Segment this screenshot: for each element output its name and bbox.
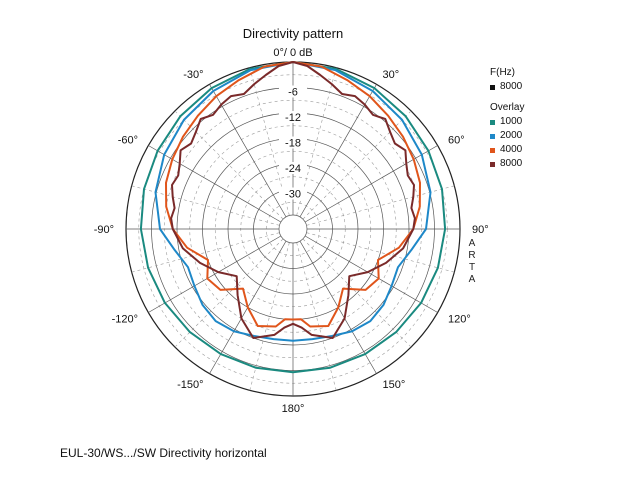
grid-spoke [131, 232, 280, 273]
grid-spoke [174, 238, 284, 348]
series-curve-8000 [170, 61, 416, 339]
angle-label: 150° [383, 379, 406, 391]
grid-spoke [299, 84, 377, 218]
grid-spoke [304, 235, 438, 313]
grid-spoke [304, 145, 438, 223]
db-label: -24 [285, 163, 301, 175]
legend-item-overlay: 1000 [490, 115, 524, 129]
db-label: -30 [285, 189, 301, 201]
legend-label: 2000 [500, 130, 523, 141]
grid-spoke [249, 242, 290, 391]
grid-spoke [209, 84, 287, 218]
grid-spoke [148, 235, 282, 313]
legend-label: 4000 [500, 144, 523, 155]
legend-swatch [490, 133, 495, 139]
legend-label: 8000 [500, 81, 523, 92]
angle-label: -30° [183, 69, 203, 81]
angle-label: -150° [177, 379, 203, 391]
axis-labels: -30° 30° -60° 60° -90° 90° -120° 120° -150° 150° 1… [94, 46, 489, 415]
legend-label: 8000 [500, 158, 523, 169]
arta-watermark: A R T A [466, 238, 478, 286]
legend-swatch [490, 84, 495, 90]
legend-item-overlay: 2000 [490, 129, 524, 143]
legend-header: F(Hz) [490, 67, 515, 78]
series-curves [139, 61, 447, 374]
db-label: 0°/ 0 dB [273, 47, 312, 59]
db-label: -6 [288, 87, 298, 99]
db-label-bg [279, 85, 307, 98]
chart-title: Directivity pattern [242, 26, 344, 41]
grid-circle-inner [278, 214, 308, 244]
angle-label: 90° [472, 224, 489, 236]
legend-item-overlay: 8000 [490, 157, 524, 171]
watermark-letter: A [468, 274, 476, 285]
db-label-bg [279, 187, 307, 200]
legend-item-overlay: 4000 [490, 143, 524, 157]
grid-spoke [174, 110, 284, 220]
series-curve-1000 [139, 61, 447, 374]
angle-label: -60° [118, 135, 138, 147]
angle-label: 120° [448, 314, 471, 326]
watermark-letter: R [468, 250, 476, 261]
grid-spoke [306, 232, 455, 273]
chart-legend: F(Hz) 8000 Overlay 1000 2000 4000 8000 [490, 66, 524, 171]
angle-label: -90° [94, 224, 114, 236]
series-curve-2000 [154, 61, 432, 342]
legend-overlay-header: Overlay [490, 102, 525, 113]
angle-label: 60° [448, 135, 465, 147]
legend-swatch [490, 161, 495, 167]
legend-label: 1000 [500, 116, 523, 127]
grid-spoke [148, 145, 282, 223]
series-curve-4000 [165, 61, 421, 328]
db-label-bg [279, 136, 307, 149]
grid-spoke [296, 242, 337, 391]
grid-spoke [302, 110, 412, 220]
db-label: -18 [285, 138, 301, 150]
angle-label: 180° [282, 403, 305, 415]
db-label-bg [279, 111, 307, 123]
chart-footer: EUL-30/WS.../SW Directivity horizontal [60, 446, 267, 460]
legend-item-main: 8000 [490, 80, 524, 94]
legend-swatch [490, 119, 495, 125]
legend-swatch [490, 147, 495, 153]
watermark-letter: T [468, 262, 476, 273]
grid-spoke [302, 238, 412, 348]
db-label-bg [279, 162, 307, 174]
db-label-bg [279, 46, 307, 58]
angle-label: 30° [383, 69, 400, 81]
watermark-letter: A [468, 238, 476, 249]
db-label: -12 [285, 112, 301, 124]
angle-label: -120° [112, 314, 138, 326]
